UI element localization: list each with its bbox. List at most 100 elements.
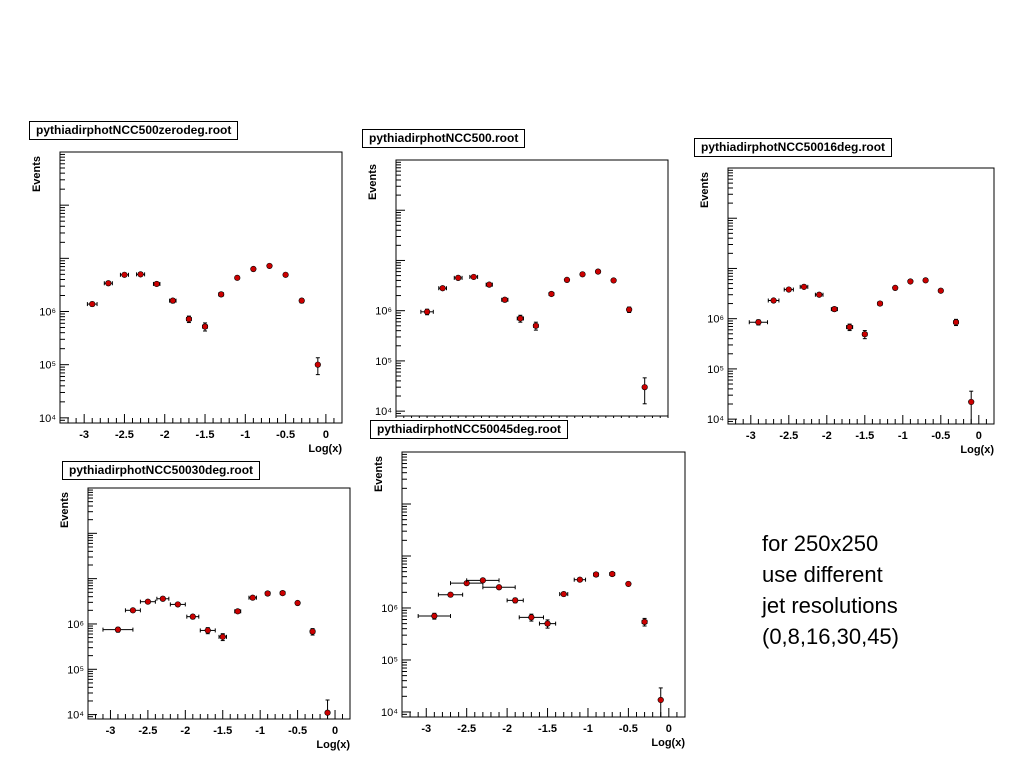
- data-marker: [169, 297, 176, 304]
- data-marker: [770, 297, 777, 304]
- plot-canvas-zerodeg: 10⁴ 10⁵ 10⁶ -3 -2.5 -2 -1.5 -1 -0.5 0 Log(x) Events: [31, 151, 343, 455]
- data-point: [516, 314, 524, 323]
- x-tick-label: 0: [976, 430, 982, 442]
- data-marker: [455, 274, 462, 281]
- data-point: [139, 598, 156, 605]
- data-marker: [324, 709, 331, 716]
- data-point: [563, 276, 571, 284]
- x-tick-label: -2.5: [138, 725, 157, 737]
- data-marker: [609, 570, 616, 578]
- data-point: [169, 601, 186, 608]
- data-marker: [470, 273, 477, 281]
- x-axis-label: Log(x): [960, 444, 994, 456]
- data-point: [892, 284, 899, 292]
- x-axis-label: Log(x): [308, 443, 342, 455]
- data-point: [417, 612, 452, 620]
- data-point: [814, 291, 824, 298]
- data-marker: [861, 331, 868, 338]
- data-marker: [479, 577, 486, 584]
- data-point: [501, 296, 509, 303]
- plot-panel-ncc500: 10⁴ 10⁵ 10⁶ Events pythiadirphotNCC500.root: [358, 128, 678, 428]
- y-tick-label: 10⁶: [375, 306, 392, 318]
- data-point: [469, 273, 479, 281]
- data-point: [136, 271, 146, 278]
- data-point: [783, 286, 794, 293]
- data-marker: [431, 612, 438, 620]
- data-point: [846, 323, 854, 332]
- data-point: [234, 274, 241, 281]
- data-point: [119, 271, 129, 278]
- x-tick-label: 0: [332, 725, 338, 737]
- y-tick-label: 10⁴: [375, 406, 392, 418]
- y-tick-label: 10⁵: [707, 364, 724, 376]
- data-marker: [282, 271, 289, 278]
- x-tick-label: -0.5: [276, 429, 295, 441]
- x-tick-label: -2.5: [779, 430, 798, 442]
- data-point: [610, 277, 617, 284]
- data-marker: [129, 607, 137, 614]
- data-point: [234, 608, 242, 615]
- data-marker: [309, 628, 316, 635]
- y-tick-label: 10⁶: [707, 314, 724, 326]
- data-point: [103, 280, 113, 287]
- data-point: [518, 613, 544, 622]
- data-point: [609, 570, 616, 578]
- x-tick-label: -2: [160, 429, 170, 441]
- data-point: [437, 591, 464, 598]
- plot-title: pythiadirphotNCC500zerodeg.root: [29, 121, 239, 140]
- data-marker: [952, 319, 960, 326]
- data-marker: [234, 274, 241, 281]
- data-marker: [204, 627, 211, 634]
- data-point: [218, 633, 227, 642]
- data-marker: [532, 322, 539, 329]
- data-marker: [159, 595, 166, 602]
- y-tick-label: 10⁵: [375, 356, 392, 368]
- data-point: [657, 687, 664, 718]
- data-point: [86, 300, 98, 308]
- data-point: [156, 595, 170, 602]
- x-tick-label: -0.5: [288, 725, 307, 737]
- x-tick-label: -0.5: [931, 430, 950, 442]
- data-marker: [594, 268, 602, 275]
- data-point: [186, 613, 200, 620]
- plot-panel-45deg: 10⁴ 10⁵ 10⁶ -3 -2.5 -2 -1.5 -1 -0.5 0 Log(x) Events…: [365, 418, 695, 758]
- data-marker: [279, 589, 286, 597]
- data-marker: [846, 323, 853, 331]
- data-marker: [512, 597, 519, 604]
- data-marker: [755, 319, 762, 326]
- data-point: [559, 590, 569, 598]
- data-point: [453, 274, 463, 281]
- data-marker: [189, 613, 196, 620]
- x-tick-label: -1.5: [855, 430, 874, 442]
- data-marker: [185, 315, 193, 323]
- plot-frame: [401, 451, 686, 718]
- data-marker: [447, 591, 454, 598]
- data-marker: [144, 598, 151, 605]
- x-tick-label: -2: [180, 725, 190, 737]
- data-point: [767, 297, 780, 304]
- data-marker: [423, 308, 431, 315]
- x-tick-label: -3: [79, 429, 89, 441]
- data-marker: [298, 297, 305, 304]
- y-tick-label: 10⁴: [707, 414, 724, 426]
- x-tick-label: -1: [240, 429, 250, 441]
- x-tick-label: -3: [106, 725, 116, 737]
- y-tick-label: 10⁶: [39, 307, 56, 319]
- data-marker: [876, 300, 884, 307]
- data-marker: [250, 265, 257, 273]
- y-tick-label: 10⁴: [381, 707, 398, 719]
- x-axis-label: Log(x): [651, 737, 685, 749]
- plot-canvas-30deg: 10⁴ 10⁵ 10⁶ -3 -2.5 -2 -1.5 -1 -0.5 0 Log(x) Events: [59, 487, 351, 751]
- x-tick-label: 0: [323, 429, 329, 441]
- data-marker: [314, 361, 321, 368]
- data-point: [594, 268, 602, 275]
- data-marker: [517, 315, 524, 322]
- data-point: [538, 619, 557, 629]
- data-point: [201, 322, 209, 332]
- data-marker: [249, 594, 256, 601]
- data-marker: [218, 291, 225, 298]
- data-point: [282, 271, 289, 278]
- data-point: [218, 291, 225, 298]
- x-tick-label: -1: [898, 430, 908, 442]
- data-marker: [234, 608, 241, 615]
